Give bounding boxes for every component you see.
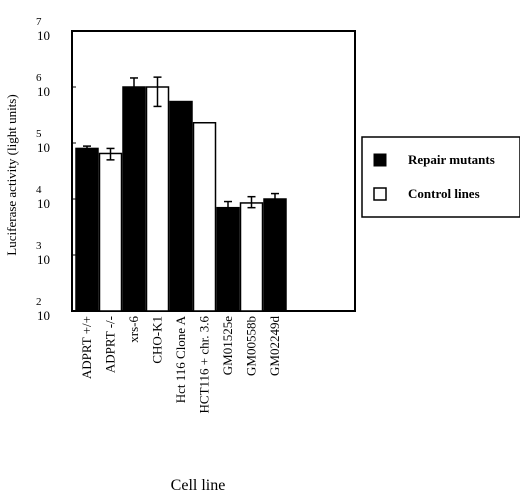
x-tick-label: GM01525e: [220, 316, 235, 375]
y-tick-exponent: 4: [36, 184, 42, 196]
bar-repair: [122, 86, 146, 312]
bar-control: [145, 86, 170, 312]
x-tick-label: Hct 116 Clone A: [173, 315, 188, 403]
x-axis-tick-labels: ADPRT +/+ ADPRT -/- xrs-6 CHO-K1 Hct 116 Clo…: [79, 315, 282, 413]
x-tick-label: GM00558b: [244, 316, 259, 376]
bar-repair: [75, 147, 99, 312]
y-tick-exponent: 3: [36, 240, 42, 252]
bar-repair: [263, 198, 287, 312]
y-tick-exponent: 2: [36, 296, 42, 308]
y-tick-exponent: 7: [36, 16, 42, 28]
x-axis-title: Cell line: [171, 477, 226, 494]
x-tick-label: CHO-K1: [150, 316, 165, 364]
y-tick-label: 10: [37, 84, 50, 99]
bar-repair: [169, 100, 193, 312]
bar-control: [239, 202, 264, 312]
legend: Repair mutants Control lines: [361, 136, 520, 218]
legend-label-control: Control lines: [408, 186, 480, 201]
x-tick-label: GM02249d: [267, 316, 282, 376]
bars: [75, 86, 287, 312]
x-tick-label: ADPRT +/+: [79, 316, 94, 379]
y-tick-label: 10: [37, 28, 50, 43]
bar-control: [98, 152, 123, 312]
legend-label-repair: Repair mutants: [408, 152, 495, 167]
y-tick-label: 10: [37, 196, 50, 211]
y-tick-label: 10: [37, 140, 50, 155]
x-tick-label: ADPRT -/-: [103, 316, 118, 373]
x-tick-label: HCT116 + chr. 3.6: [197, 316, 212, 414]
error-bars: [83, 76, 279, 209]
y-axis-title: Luciferase activity (light units): [4, 94, 19, 255]
y-tick-label: 10: [37, 252, 50, 267]
y-tick-exponent: 5: [36, 128, 42, 140]
x-tick-label: xrs-6: [126, 316, 141, 343]
bar-control: [192, 121, 217, 312]
bar-repair: [216, 206, 240, 312]
legend-swatch-control: [373, 187, 387, 201]
legend-swatch-repair: [373, 153, 387, 167]
y-tick-label: 10: [37, 308, 50, 323]
legend-frame: [361, 136, 520, 218]
y-tick-exponent: 6: [36, 72, 42, 84]
